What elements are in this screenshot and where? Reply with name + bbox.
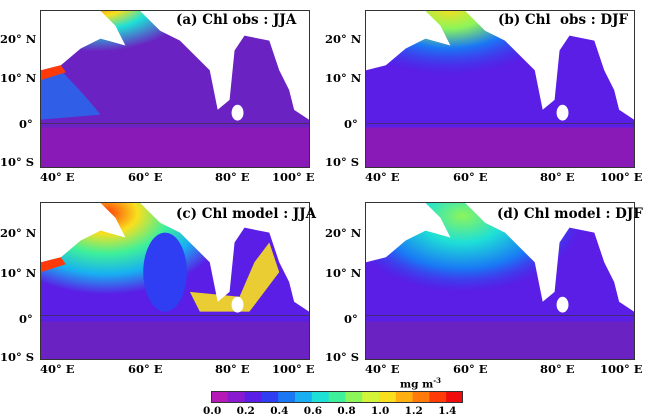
map-panel-b (365, 10, 635, 168)
lon-tick-c-60e: 60° E (128, 362, 163, 376)
lat-tick-d-0: 0° (344, 312, 358, 326)
lat-tick-a-10s: 10° S (0, 155, 35, 169)
colorbar-tick-label: 1.2 (404, 405, 423, 417)
lat-tick-c-0: 0° (19, 312, 33, 326)
lon-tick-c-40e: 40° E (40, 362, 75, 376)
colorbar-swatch (227, 391, 246, 403)
map-panel-a (40, 10, 310, 168)
panel-b-title: (b) Chl obs : DJF (498, 12, 629, 28)
colorbar-swatch (362, 391, 380, 403)
colorbar-tick-label: 0.8 (337, 405, 356, 417)
lon-tick-d-40e: 40° E (365, 362, 400, 376)
colorbar-swatch (345, 391, 363, 403)
lat-tick-c-10n: 10° N (0, 266, 37, 280)
colorbar-tick-label: 0.6 (303, 405, 323, 417)
colorbar-tick-label: 1.4 (438, 405, 457, 417)
colorbar-tick-label: 0.0 (203, 405, 222, 417)
colorbar-border (211, 391, 463, 403)
map-c-svg (41, 203, 309, 359)
colorbar-swatch (412, 391, 430, 403)
map-panel-c (40, 202, 310, 360)
colorbar-swatch (278, 391, 296, 403)
lat-tick-b-10s: 10° S (325, 155, 360, 169)
lon-tick-b-80e: 80° E (540, 170, 575, 184)
lat-tick-b-10n: 10° N (325, 71, 362, 85)
colorbar-swatch (446, 391, 463, 403)
lon-tick-c-80e: 80° E (215, 362, 250, 376)
lat-tick-b-20n: 20° N (325, 32, 362, 46)
colorbar-swatch (261, 391, 279, 403)
lat-tick-a-20n: 20° N (0, 32, 37, 46)
lon-tick-c-100e: 100° E (272, 362, 315, 376)
lon-tick-a-40e: 40° E (40, 170, 75, 184)
lon-tick-b-60e: 60° E (453, 170, 488, 184)
panel-d-title: (d) Chl model : DJF (497, 206, 643, 222)
lon-tick-d-80e: 80° E (540, 362, 575, 376)
colorbar-swatch (395, 391, 414, 403)
colorbar-unit-text: mg m (400, 378, 434, 391)
colorbar-tick-label: 1.0 (371, 405, 390, 417)
colorbar-swatch (429, 391, 447, 403)
map-a-svg (41, 11, 309, 167)
colorbar-swatch (328, 391, 346, 403)
colorbar-swatch (244, 391, 262, 403)
colorbar (211, 391, 463, 403)
colorbar-unit-sup: -3 (433, 376, 441, 385)
lat-tick-a-10n: 10° N (0, 71, 37, 85)
panel-c-title: (c) Chl model : JJA (176, 206, 317, 222)
lat-tick-b-0: 0° (344, 117, 358, 131)
lon-tick-b-40e: 40° E (365, 170, 400, 184)
colorbar-svg (211, 391, 463, 403)
lon-tick-a-80e: 80° E (215, 170, 250, 184)
colorbar-swatch (311, 391, 330, 403)
colorbar-unit: mg m-3 (400, 376, 441, 391)
colorbar-swatch (211, 391, 229, 403)
lon-tick-d-60e: 60° E (453, 362, 488, 376)
colorbar-tick-label: 0.2 (236, 405, 255, 417)
colorbar-tick-label: 0.4 (270, 405, 289, 417)
panel-a-title: (a) Chl obs : JJA (176, 12, 297, 28)
lon-tick-a-60e: 60° E (128, 170, 163, 184)
lat-tick-d-20n: 20° N (325, 226, 362, 240)
lon-tick-d-100e: 100° E (600, 362, 643, 376)
lat-tick-a-0: 0° (19, 117, 33, 131)
map-b-svg (366, 11, 634, 167)
colorbar-swatch (295, 391, 313, 403)
lon-tick-a-100e: 100° E (272, 170, 315, 184)
map-panel-d (365, 202, 635, 360)
lat-tick-c-20n: 20° N (0, 226, 37, 240)
lon-tick-b-100e: 100° E (600, 170, 643, 184)
lat-tick-d-10n: 10° N (325, 266, 362, 280)
map-d-svg (366, 203, 634, 359)
lat-tick-c-10s: 10° S (0, 350, 35, 364)
lat-tick-d-10s: 10° S (325, 350, 360, 364)
colorbar-swatch (379, 391, 397, 403)
